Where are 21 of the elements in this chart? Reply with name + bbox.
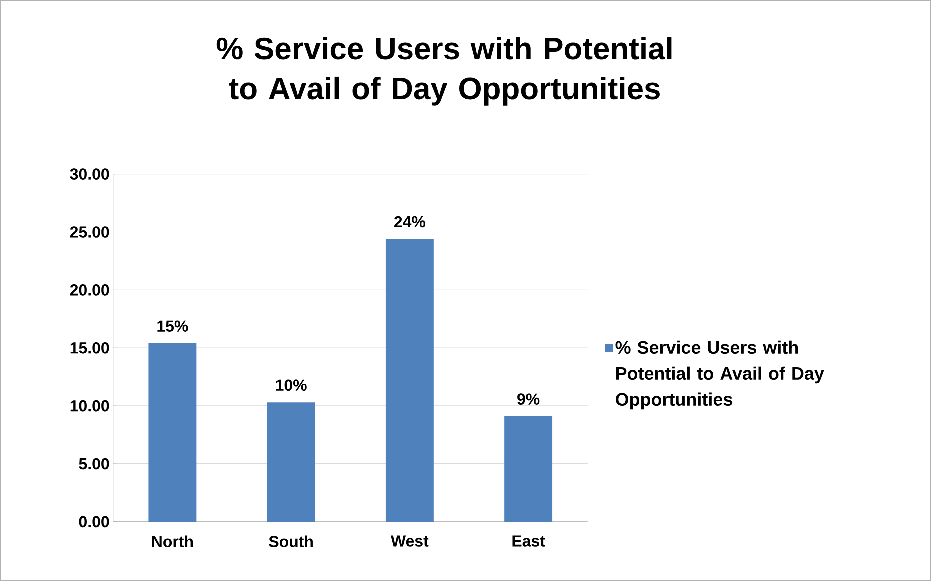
x-tick-label: South — [269, 536, 313, 548]
y-tick-label: 30.00 — [70, 168, 110, 180]
bar — [267, 402, 316, 522]
y-tick-label: 20.00 — [70, 284, 110, 296]
y-tick-label: 25.00 — [70, 226, 110, 238]
y-tick-label: 10.00 — [70, 400, 110, 412]
bar — [504, 416, 553, 522]
bar — [148, 343, 197, 522]
y-tick-label: 5.00 — [79, 458, 110, 470]
data-label: 24% — [394, 216, 426, 228]
y-tick-label: 15.00 — [70, 342, 110, 354]
x-tick-label: East — [512, 536, 546, 547]
data-label: 9% — [518, 393, 540, 405]
x-tick-label: North — [152, 536, 194, 548]
legend-label: % Service Users with Potential to Avail of Day Opportunities — [616, 340, 824, 410]
bar — [386, 239, 434, 522]
data-label: 10% — [276, 380, 307, 391]
y-tick-label: 0.00 — [79, 516, 110, 528]
data-label: 15% — [158, 320, 188, 332]
chart-title: % Service Users with Potential to Avail of Day Opportunities — [216, 36, 672, 106]
x-tick-label: West — [391, 536, 429, 547]
